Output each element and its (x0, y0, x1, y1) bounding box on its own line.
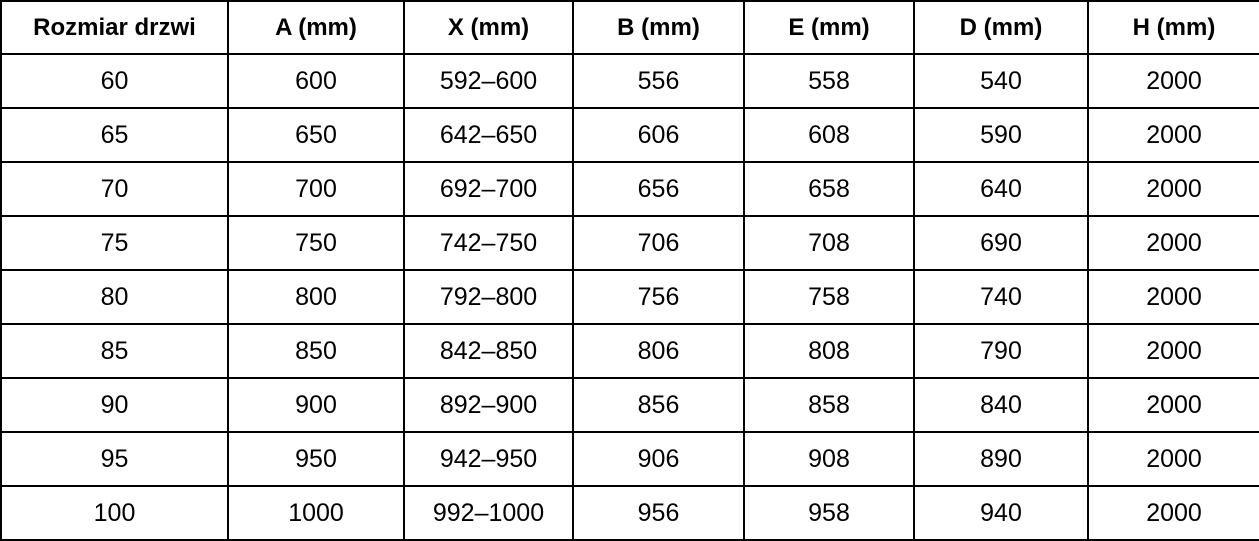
column-header-6: H (mm) (1087, 0, 1259, 55)
column-header-1: A (mm) (227, 0, 405, 55)
table-cell: 792–800 (403, 269, 574, 325)
table-cell: 692–700 (403, 161, 574, 217)
table-cell: 2000 (1087, 107, 1259, 163)
table-cell: 906 (572, 431, 745, 487)
table-cell: 658 (743, 161, 915, 217)
table-row: 70 700 692–700 656 658 640 2000 (0, 161, 1259, 217)
table-cell: 80 (0, 269, 229, 325)
table-row: 85 850 842–850 806 808 790 2000 (0, 323, 1259, 379)
column-header-3: B (mm) (572, 0, 745, 55)
table-row: 65 650 642–650 606 608 590 2000 (0, 107, 1259, 163)
table-cell: 740 (913, 269, 1089, 325)
table-cell: 758 (743, 269, 915, 325)
table-row: 75 750 742–750 706 708 690 2000 (0, 215, 1259, 271)
column-header-5: D (mm) (913, 0, 1089, 55)
table-cell: 708 (743, 215, 915, 271)
table-cell: 842–850 (403, 323, 574, 379)
table-cell: 556 (572, 53, 745, 109)
table-cell: 808 (743, 323, 915, 379)
table-cell: 100 (0, 485, 229, 541)
table-cell: 700 (227, 161, 405, 217)
table-cell: 640 (913, 161, 1089, 217)
table-cell: 2000 (1087, 485, 1259, 541)
table-cell: 642–650 (403, 107, 574, 163)
table-cell: 742–750 (403, 215, 574, 271)
column-header-4: E (mm) (743, 0, 915, 55)
table-cell: 790 (913, 323, 1089, 379)
table-cell: 756 (572, 269, 745, 325)
table-cell: 806 (572, 323, 745, 379)
table-cell: 856 (572, 377, 745, 433)
table-cell: 2000 (1087, 323, 1259, 379)
table-cell: 2000 (1087, 215, 1259, 271)
table-header: Rozmiar drzwi A (mm) X (mm) B (mm) E (mm) D (… (0, 0, 1259, 55)
table-cell: 600 (227, 53, 405, 109)
table-cell: 2000 (1087, 377, 1259, 433)
table-cell: 908 (743, 431, 915, 487)
table-cell: 95 (0, 431, 229, 487)
table-cell: 942–950 (403, 431, 574, 487)
table-row: 100 1000 992–1000 956 958 940 2000 (0, 485, 1259, 541)
table-cell: 75 (0, 215, 229, 271)
table-cell: 2000 (1087, 161, 1259, 217)
table-cell: 558 (743, 53, 915, 109)
column-header-2: X (mm) (403, 0, 574, 55)
table-row: 60 600 592–600 556 558 540 2000 (0, 53, 1259, 109)
table-cell: 950 (227, 431, 405, 487)
table-cell: 690 (913, 215, 1089, 271)
table-cell: 958 (743, 485, 915, 541)
table-cell: 85 (0, 323, 229, 379)
table-cell: 940 (913, 485, 1089, 541)
table-cell: 750 (227, 215, 405, 271)
table-cell: 606 (572, 107, 745, 163)
table-cell: 1000 (227, 485, 405, 541)
table-cell: 800 (227, 269, 405, 325)
table-row: 90 900 892–900 856 858 840 2000 (0, 377, 1259, 433)
table-cell: 70 (0, 161, 229, 217)
table-cell: 2000 (1087, 53, 1259, 109)
table-body: 60 600 592–600 556 558 540 2000 65 650 642–650 606… (0, 53, 1259, 541)
table-cell: 656 (572, 161, 745, 217)
table-cell: 900 (227, 377, 405, 433)
table-cell: 892–900 (403, 377, 574, 433)
table-row: 95 950 942–950 906 908 890 2000 (0, 431, 1259, 487)
table-cell: 60 (0, 53, 229, 109)
table-cell: 890 (913, 431, 1089, 487)
table-cell: 90 (0, 377, 229, 433)
table-cell: 850 (227, 323, 405, 379)
header-row: Rozmiar drzwi A (mm) X (mm) B (mm) E (mm) D (… (0, 0, 1259, 55)
table-cell: 992–1000 (403, 485, 574, 541)
table-cell: 608 (743, 107, 915, 163)
table-cell: 2000 (1087, 269, 1259, 325)
table-cell: 858 (743, 377, 915, 433)
table-cell: 540 (913, 53, 1089, 109)
table-cell: 706 (572, 215, 745, 271)
table-cell: 956 (572, 485, 745, 541)
table-cell: 590 (913, 107, 1089, 163)
table-cell: 840 (913, 377, 1089, 433)
column-header-0: Rozmiar drzwi (0, 0, 229, 55)
table-cell: 592–600 (403, 53, 574, 109)
table-cell: 650 (227, 107, 405, 163)
table-cell: 65 (0, 107, 229, 163)
table-cell: 2000 (1087, 431, 1259, 487)
table-row: 80 800 792–800 756 758 740 2000 (0, 269, 1259, 325)
